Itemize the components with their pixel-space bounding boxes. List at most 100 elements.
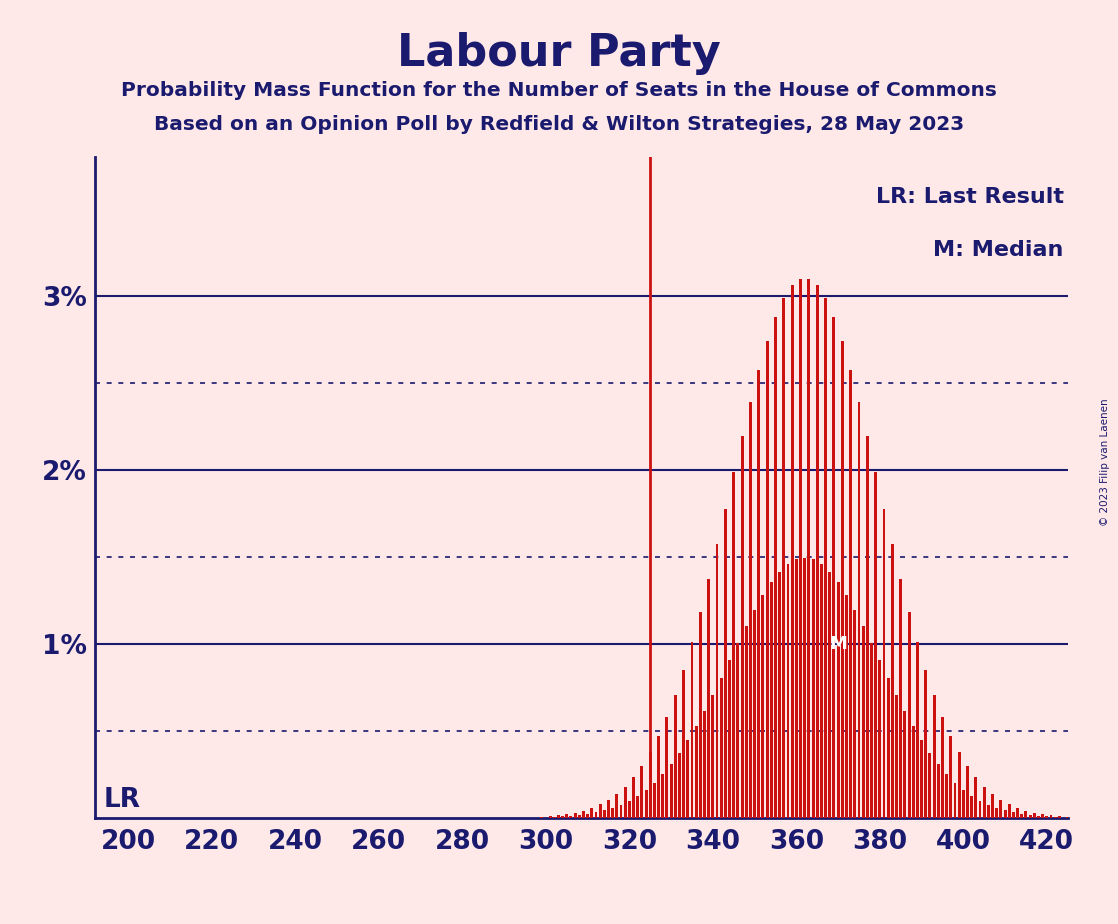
Bar xyxy=(632,777,635,818)
Bar xyxy=(920,740,923,818)
Text: Probability Mass Function for the Number of Seats in the House of Commons: Probability Mass Function for the Number… xyxy=(121,81,997,101)
Bar xyxy=(595,812,597,818)
Bar xyxy=(836,582,840,818)
Bar xyxy=(619,805,623,818)
Bar xyxy=(703,711,705,818)
Bar xyxy=(628,801,631,818)
Bar xyxy=(552,817,556,818)
Bar xyxy=(574,813,577,818)
Bar xyxy=(807,279,811,818)
Bar xyxy=(540,817,543,818)
Bar xyxy=(891,544,893,818)
Bar xyxy=(862,626,864,818)
Bar xyxy=(949,736,953,818)
Bar xyxy=(612,808,614,818)
Bar xyxy=(694,726,698,818)
Bar xyxy=(1038,816,1040,818)
Bar xyxy=(816,286,818,818)
Bar xyxy=(1053,817,1057,818)
Bar xyxy=(828,572,831,818)
Bar xyxy=(737,643,739,818)
Bar xyxy=(598,805,601,818)
Bar xyxy=(954,783,956,818)
Bar xyxy=(678,753,681,818)
Bar xyxy=(716,544,719,818)
Bar xyxy=(754,610,756,818)
Bar xyxy=(569,816,572,818)
Bar xyxy=(708,579,710,818)
Bar xyxy=(586,814,589,818)
Bar xyxy=(912,726,915,818)
Bar xyxy=(803,558,806,818)
Bar xyxy=(916,642,919,818)
Bar xyxy=(1067,817,1069,818)
Bar xyxy=(1029,815,1032,818)
Bar xyxy=(657,736,660,818)
Bar xyxy=(582,810,585,818)
Bar xyxy=(711,695,714,818)
Bar xyxy=(858,402,861,818)
Bar xyxy=(774,317,777,818)
Text: Labour Party: Labour Party xyxy=(397,32,721,76)
Bar xyxy=(925,670,927,818)
Bar xyxy=(966,766,969,818)
Bar xyxy=(1050,815,1052,818)
Bar xyxy=(745,626,748,818)
Bar xyxy=(607,800,610,818)
Bar xyxy=(908,612,910,818)
Bar xyxy=(995,808,998,818)
Bar xyxy=(970,796,973,818)
Bar xyxy=(945,774,948,818)
Text: M: Median: M: Median xyxy=(934,239,1063,260)
Bar xyxy=(549,816,551,818)
Bar xyxy=(882,508,885,818)
Bar xyxy=(641,766,643,818)
Bar xyxy=(624,786,627,818)
Bar xyxy=(850,370,852,818)
Bar xyxy=(766,341,768,818)
Bar xyxy=(787,565,789,818)
Bar xyxy=(937,764,940,818)
Bar xyxy=(987,805,989,818)
Text: LR: Last Result: LR: Last Result xyxy=(875,187,1063,207)
Bar xyxy=(812,559,815,818)
Bar xyxy=(1021,814,1023,818)
Bar xyxy=(653,783,656,818)
Bar xyxy=(928,753,931,818)
Bar xyxy=(795,559,798,818)
Bar xyxy=(896,695,898,818)
Bar xyxy=(778,572,781,818)
Bar xyxy=(958,752,960,818)
Bar xyxy=(887,677,890,818)
Bar xyxy=(761,595,765,818)
Bar xyxy=(1033,813,1035,818)
Bar xyxy=(1058,816,1061,818)
Bar xyxy=(1024,810,1027,818)
Bar xyxy=(691,642,693,818)
Bar xyxy=(874,472,878,818)
Bar xyxy=(899,579,902,818)
Bar xyxy=(1004,810,1006,818)
Bar xyxy=(1045,816,1049,818)
Bar xyxy=(799,279,802,818)
Bar xyxy=(720,677,722,818)
Bar xyxy=(665,717,669,818)
Bar xyxy=(728,660,731,818)
Bar xyxy=(879,660,881,818)
Bar xyxy=(670,764,673,818)
Bar xyxy=(561,816,565,818)
Bar xyxy=(1041,814,1044,818)
Bar xyxy=(833,317,835,818)
Bar xyxy=(732,472,736,818)
Bar xyxy=(636,796,639,818)
Bar xyxy=(674,695,676,818)
Bar xyxy=(1016,808,1018,818)
Text: © 2023 Filip van Laenen: © 2023 Filip van Laenen xyxy=(1100,398,1109,526)
Bar xyxy=(819,565,823,818)
Bar xyxy=(645,790,647,818)
Bar xyxy=(870,643,873,818)
Bar xyxy=(757,370,760,818)
Bar xyxy=(961,790,965,818)
Bar xyxy=(724,508,727,818)
Bar xyxy=(590,808,594,818)
